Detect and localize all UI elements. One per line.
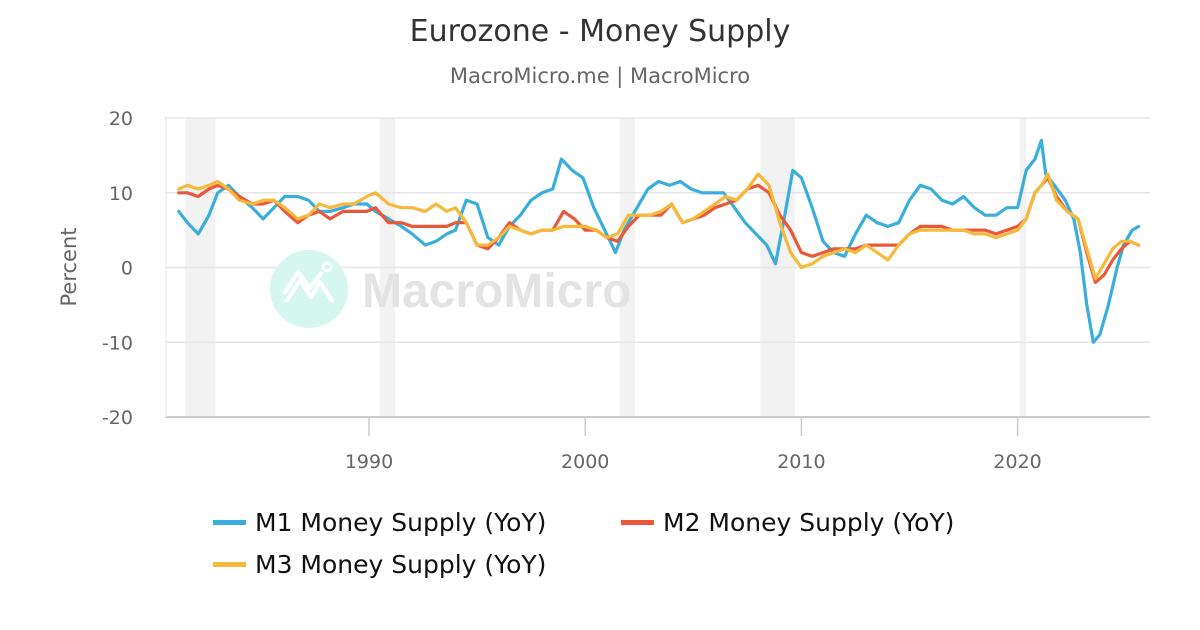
legend-item-m3[interactable]: M3 Money Supply (YoY): [213, 550, 546, 579]
watermark: MacroMicro: [270, 250, 631, 328]
legend-swatch-m3-icon: [213, 562, 246, 567]
chart-subtitle: MacroMicro.me | MacroMicro: [449, 64, 751, 88]
legend-label-m3: M3 Money Supply (YoY): [255, 550, 547, 579]
x-tick-label: 2000: [561, 451, 609, 473]
y-tick-label: -20: [102, 407, 133, 429]
y-tick-label: 10: [109, 183, 133, 205]
x-tick-label: 1990: [345, 451, 393, 473]
y-axis-ticks: 20 10 0 -10 -20: [102, 108, 133, 429]
watermark-chart-glyph-icon: [284, 278, 335, 304]
y-tick-label: 0: [121, 258, 133, 280]
y-axis-label: Percent: [57, 227, 81, 306]
chart-title: Eurozone - Money Supply: [409, 14, 791, 49]
x-axis-ticks: 1990 2000 2010 2020: [345, 417, 1042, 473]
y-tick-label: 20: [109, 108, 133, 130]
x-tick-label: 2020: [993, 451, 1041, 473]
x-tick-label: 2010: [777, 451, 825, 473]
watermark-text: MacroMicro: [362, 265, 631, 318]
legend-label-m2: M2 Money Supply (YoY): [663, 508, 955, 537]
gridlines: [165, 117, 1150, 418]
legend-label-m1: M1 Money Supply (YoY): [255, 508, 547, 537]
series-line-m3: [177, 172, 1141, 281]
legend-swatch-m2-icon: [621, 520, 654, 525]
legend-item-m2[interactable]: M2 Money Supply (YoY): [621, 508, 954, 537]
series-lines: [177, 138, 1141, 344]
legend-item-m1[interactable]: M1 Money Supply (YoY): [213, 508, 546, 537]
y-tick-label: -10: [102, 332, 133, 354]
legend-swatch-m1-icon: [213, 520, 246, 525]
